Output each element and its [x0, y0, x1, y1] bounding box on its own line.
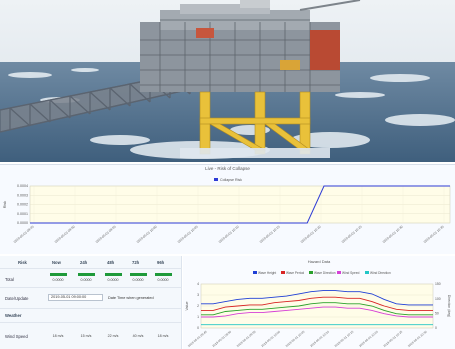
x-tick-label: 2019-05-01 10:10 — [309, 329, 330, 348]
x-tick-label: 2019-05-01 10:20 — [358, 329, 379, 348]
y2-tick-label: 100 — [435, 297, 441, 301]
total-label: Total — [5, 277, 14, 282]
x-tick-label: 2019-05-01 10:25 — [341, 225, 363, 244]
hazard-series-line — [201, 302, 433, 316]
x-tick-label: 2019-05-01 10:20 — [300, 225, 322, 244]
risk-table-header: 24h — [80, 260, 88, 265]
total-value: 0.0000 — [132, 278, 144, 282]
y-tick-label: 0.0000 — [17, 221, 28, 225]
y2-tick-label: 0 — [435, 326, 437, 330]
y-tick-label: 0.0001 — [17, 212, 28, 216]
y-tick-label: 0.0004 — [17, 184, 28, 188]
y-axis-label: Value — [185, 302, 189, 311]
legend-label: Collapse Risk — [220, 178, 242, 182]
x-tick-label: 2019-05-01 09:50 — [54, 225, 76, 244]
y-axis-label: Risk — [3, 201, 7, 208]
wind-speed-label: Wind Speed — [5, 334, 28, 339]
risk-chart-panel: Live - Risk of Collapse Collapse Risk 0.0… — [0, 164, 455, 254]
risk-level-bar — [50, 273, 67, 276]
x-tick-label: 2019-05-01 10:35 — [423, 225, 445, 244]
legend-swatch — [337, 271, 341, 274]
legend-label: Wind Speed — [342, 271, 360, 275]
x-tick-label: 2019-05-01 09:45 — [187, 329, 208, 348]
risk-table-header: 72h — [132, 260, 140, 265]
wind-speed-value: 18 m/s — [157, 334, 169, 338]
x-tick-label: 2019-05-01 10:10 — [218, 225, 240, 244]
divider — [0, 308, 182, 309]
x-tick-label: 2019-05-01 10:15 — [334, 329, 355, 348]
x-tick-label: 2019-05-01 10:00 — [136, 225, 158, 244]
divider — [0, 287, 182, 288]
legend-swatch — [365, 271, 369, 274]
risk-chart: Collapse Risk 0.0004 0.0003 0.0002 0.0001 0.0… — [3, 178, 451, 244]
legend-label: Wave Direction — [314, 271, 336, 275]
y-tick-label: 2 — [197, 304, 199, 308]
legend-swatch — [309, 271, 313, 274]
risk-level-bar — [130, 273, 147, 276]
wind-speed-value: 40 m/s — [132, 334, 144, 338]
risk-chart-title: Live - Risk of Collapse — [205, 166, 250, 171]
risk-level-bar — [78, 273, 95, 276]
legend-label: Wind Direction — [370, 271, 391, 275]
y2-tick-label: 150 — [435, 282, 441, 286]
weather-section-label: Weather — [5, 313, 22, 318]
risk-level-bar — [105, 273, 122, 276]
legend-swatch — [281, 271, 285, 274]
risk-table-header: 96h — [157, 260, 165, 265]
hazard-series-line — [201, 290, 433, 306]
hazard-series-line — [201, 296, 433, 311]
risk-level-bar — [155, 273, 172, 276]
y-tick-label: 0.0003 — [17, 193, 28, 197]
hazard-chart-title: Hazard Data — [308, 259, 331, 264]
wind-speed-value: 18 m/s — [52, 334, 64, 338]
date-update-label: Date/Update — [5, 296, 29, 301]
y-tick-label: 0 — [197, 326, 199, 330]
x-tick-label: 2019-05-01 09:55 — [95, 225, 117, 244]
risk-table-header: Risk — [18, 260, 27, 265]
total-value: 0.0000 — [157, 278, 169, 282]
y-tick-label: 0.0002 — [17, 203, 28, 207]
total-value: 0.0000 — [107, 278, 119, 282]
total-value: 0.0000 — [52, 278, 64, 282]
risk-table-header: Now — [52, 260, 61, 265]
x-tick-label: 2019-05-01 10:25 — [382, 329, 403, 348]
x-tick-label: 2019-05-01 10:15 — [259, 225, 281, 244]
x-tick-label: 2019-05-01 09:45 — [13, 225, 35, 244]
total-value: 0.0000 — [80, 278, 92, 282]
hazard-chart: Hazard Data Wave Height Wave Period Wave Di… — [185, 259, 451, 348]
wind-speed-value: 22 m/s — [107, 334, 119, 338]
divider — [0, 268, 182, 269]
x-tick-label: 2019-05-01 09:50 — [211, 329, 232, 348]
platform-illustration — [0, 0, 455, 162]
risk-series-line — [30, 185, 450, 224]
x-tick-label: 2019-05-01 10:00 — [260, 329, 281, 348]
wind-speed-value: 15 m/s — [80, 334, 92, 338]
date-update-field[interactable]: 2019-05-01 09:00:00 — [48, 294, 103, 301]
risk-table-panel: Risk Now 24h 48h 72h 96h Total 0.0000 0.0000 0.00… — [0, 256, 182, 349]
divider — [0, 322, 182, 323]
hazard-series-line — [201, 306, 433, 318]
x-tick-label: 2019-05-01 10:05 — [285, 329, 306, 348]
y-tick-label: 4 — [197, 282, 199, 286]
hazard-chart-panel: Hazard Data Wave Height Wave Period Wave Di… — [183, 256, 455, 349]
legend-swatch — [253, 271, 257, 274]
date-update-note: Date Time when generated — [108, 296, 154, 300]
y2-tick-label: 50 — [435, 312, 439, 316]
y-tick-label: 3 — [197, 293, 199, 297]
risk-table-header: 48h — [107, 260, 115, 265]
hero-photo-offshore-platform — [0, 0, 455, 162]
legend-label: Wave Height — [258, 271, 276, 275]
legend-label: Wave Period — [286, 271, 304, 275]
x-tick-label: 2019-05-01 10:05 — [177, 225, 199, 244]
x-tick-label: 2019-05-01 09:55 — [236, 329, 257, 348]
y2-axis-label: Direction (deg) — [447, 295, 451, 317]
x-tick-label: 2019-05-01 10:30 — [407, 329, 428, 348]
x-tick-label: 2019-05-01 10:30 — [382, 225, 404, 244]
legend-swatch — [214, 178, 218, 181]
y-tick-label: 1 — [197, 315, 199, 319]
